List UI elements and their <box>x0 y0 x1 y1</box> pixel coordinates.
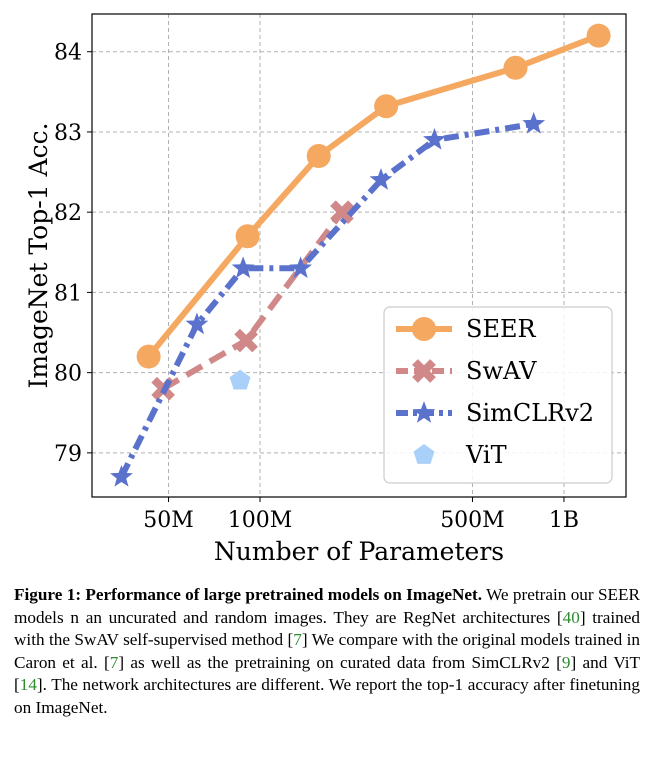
data-point-simclrv2 <box>110 464 133 487</box>
legend-marker-vit <box>413 444 435 464</box>
caption-text: ] as well as the pretraining on curated … <box>118 652 562 672</box>
caption-text: ] and ViT [ <box>14 652 640 695</box>
x-axis-title: Number of Parameters <box>214 537 504 566</box>
citation-link[interactable]: 7 <box>293 630 302 650</box>
series-vit <box>229 369 251 390</box>
legend-item-vit: ViT <box>413 441 507 469</box>
y-tick-label: 83 <box>54 121 82 146</box>
citation-link[interactable]: 14 <box>19 675 37 695</box>
data-point-seer <box>503 55 528 80</box>
data-point-seer <box>306 144 331 169</box>
ticks: 50M 100M 500M 1B 79 80 81 82 83 84 <box>54 41 579 533</box>
x-tick-label: 1B <box>549 508 579 533</box>
x-tick-label: 100M <box>228 508 293 533</box>
legend-marker-swav <box>412 359 436 383</box>
y-axis-title: ImageNet Top-1 Acc. <box>24 122 53 388</box>
citation-link[interactable]: 7 <box>109 652 119 672</box>
data-point-simclrv2 <box>522 111 546 134</box>
caption-text: ] trained with the SwAV self-supervised … <box>14 607 640 650</box>
legend-marker-seer <box>412 317 436 341</box>
legend-label-swav: SwAV <box>466 357 537 385</box>
data-point-simclrv2 <box>185 312 209 335</box>
caption-text: We pretrain our SEER models n an uncurat… <box>14 585 640 627</box>
citation-link[interactable]: 9 <box>561 652 571 672</box>
caption-text: ] We compare with the original models tr… <box>14 630 640 672</box>
citation-link[interactable]: 40 <box>562 607 580 627</box>
series-seer <box>136 23 611 369</box>
figure-caption: Figure 1: Performance of large pretraine… <box>14 584 640 720</box>
data-point-simclrv2 <box>369 168 393 190</box>
legend-item-swav: SwAV <box>396 357 537 385</box>
caption-label: Figure 1: Performance of large pretraine… <box>14 585 483 604</box>
y-tick-label: 81 <box>54 281 82 306</box>
data-point-simclrv2 <box>289 256 313 279</box>
y-tick-label: 84 <box>54 41 82 66</box>
series-layer <box>110 23 611 487</box>
data-point-seer <box>136 344 161 369</box>
legend-item-simclrv2: SimCLRv2 <box>396 399 594 427</box>
legend: SEER SwAV SimCLRv2 ViT <box>383 306 613 484</box>
data-point-swav <box>330 200 354 225</box>
x-tick-label: 50M <box>143 508 194 533</box>
x-tick-label: 500M <box>440 508 505 533</box>
data-point-swav <box>234 328 258 353</box>
series-line-seer <box>146 32 600 359</box>
plot-frame <box>91 13 627 498</box>
data-point-simclrv2 <box>231 256 255 279</box>
legend-marker-simclrv2 <box>412 401 436 423</box>
legend-label-seer: SEER <box>466 315 536 343</box>
data-point-seer <box>235 224 260 249</box>
y-tick-label: 79 <box>54 442 82 467</box>
data-point-seer <box>586 23 611 48</box>
legend-label-vit: ViT <box>465 441 507 469</box>
legend-label-simclrv2: SimCLRv2 <box>466 399 594 427</box>
legend-item-seer: SEER <box>396 315 536 343</box>
chart: 50M 100M 500M 1B 79 80 81 82 83 84 Number of Para… <box>24 13 627 566</box>
legend-box <box>383 306 613 484</box>
data-point-vit <box>229 369 251 390</box>
caption-text: ]. The network architectures are differe… <box>14 675 640 717</box>
series-simclrv2 <box>110 111 546 487</box>
y-tick-label: 80 <box>54 362 82 387</box>
data-point-simclrv2 <box>423 127 446 150</box>
data-point-seer <box>374 94 399 119</box>
y-tick-label: 82 <box>54 201 82 226</box>
